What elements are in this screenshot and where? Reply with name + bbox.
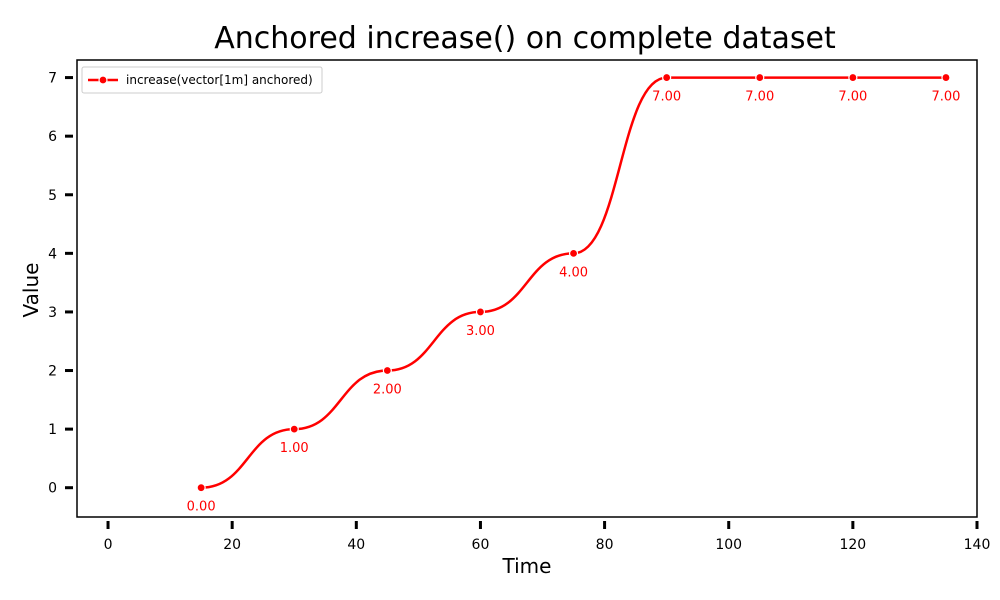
x-tick-label: 100 [715,537,742,553]
chart-title: Anchored increase() on complete dataset [214,21,836,56]
legend-box [81,66,323,94]
y-tick-label: 5 [48,188,57,204]
data-label: 2.00 [373,383,402,398]
y-tick-label: 7 [48,71,57,87]
data-label: 0.00 [187,500,216,515]
data-point [289,424,299,434]
data-label: 7.00 [652,90,681,105]
data-label: 4.00 [559,265,588,280]
data-point [941,72,951,83]
series-layer: 0.00 1.00 2.00 3.00 4.00 7.00 7.00 7.00 7.00 [187,72,960,515]
data-label: 7.00 [838,90,867,105]
data-point [848,72,858,83]
data-label: 7.00 [931,90,960,105]
legend-label: increase(vector[1m] anchored) [126,73,313,87]
y-tick-label: 4 [48,246,57,262]
x-tick-label: 20 [223,537,241,553]
x-tick-label: 80 [596,537,614,553]
y-tick-label: 6 [48,129,57,145]
y-tick-label: 0 [48,481,57,497]
y-tick-label: 2 [48,364,57,380]
x-tick-label: 40 [347,537,365,553]
series-line [201,76,946,489]
data-point [382,365,392,376]
data-label: 7.00 [745,90,774,105]
data-point [662,72,672,83]
data-point [568,248,579,258]
data-label: 3.00 [466,324,495,339]
data-label: 1.00 [280,441,309,456]
x-tick-label: 60 [472,537,490,553]
data-point [196,483,206,493]
x-tick-label: 120 [839,537,866,553]
x-axis-label: Time [502,554,552,578]
data-point [475,307,486,317]
plot-frame [76,59,978,518]
data-point [755,72,765,83]
y-tick-label: 3 [48,305,57,321]
y-tick-label: 1 [48,422,57,438]
y-axis-label: Value [19,263,43,318]
x-axis-ticks: 0 20 40 60 80 100 120 140 [104,521,991,553]
x-tick-label: 0 [104,537,113,553]
legend-marker [98,75,108,85]
x-tick-label: 140 [964,537,991,553]
y-axis-ticks: 0 1 2 3 4 5 6 7 [48,71,73,497]
legend: increase(vector[1m] anchored) [81,66,323,94]
